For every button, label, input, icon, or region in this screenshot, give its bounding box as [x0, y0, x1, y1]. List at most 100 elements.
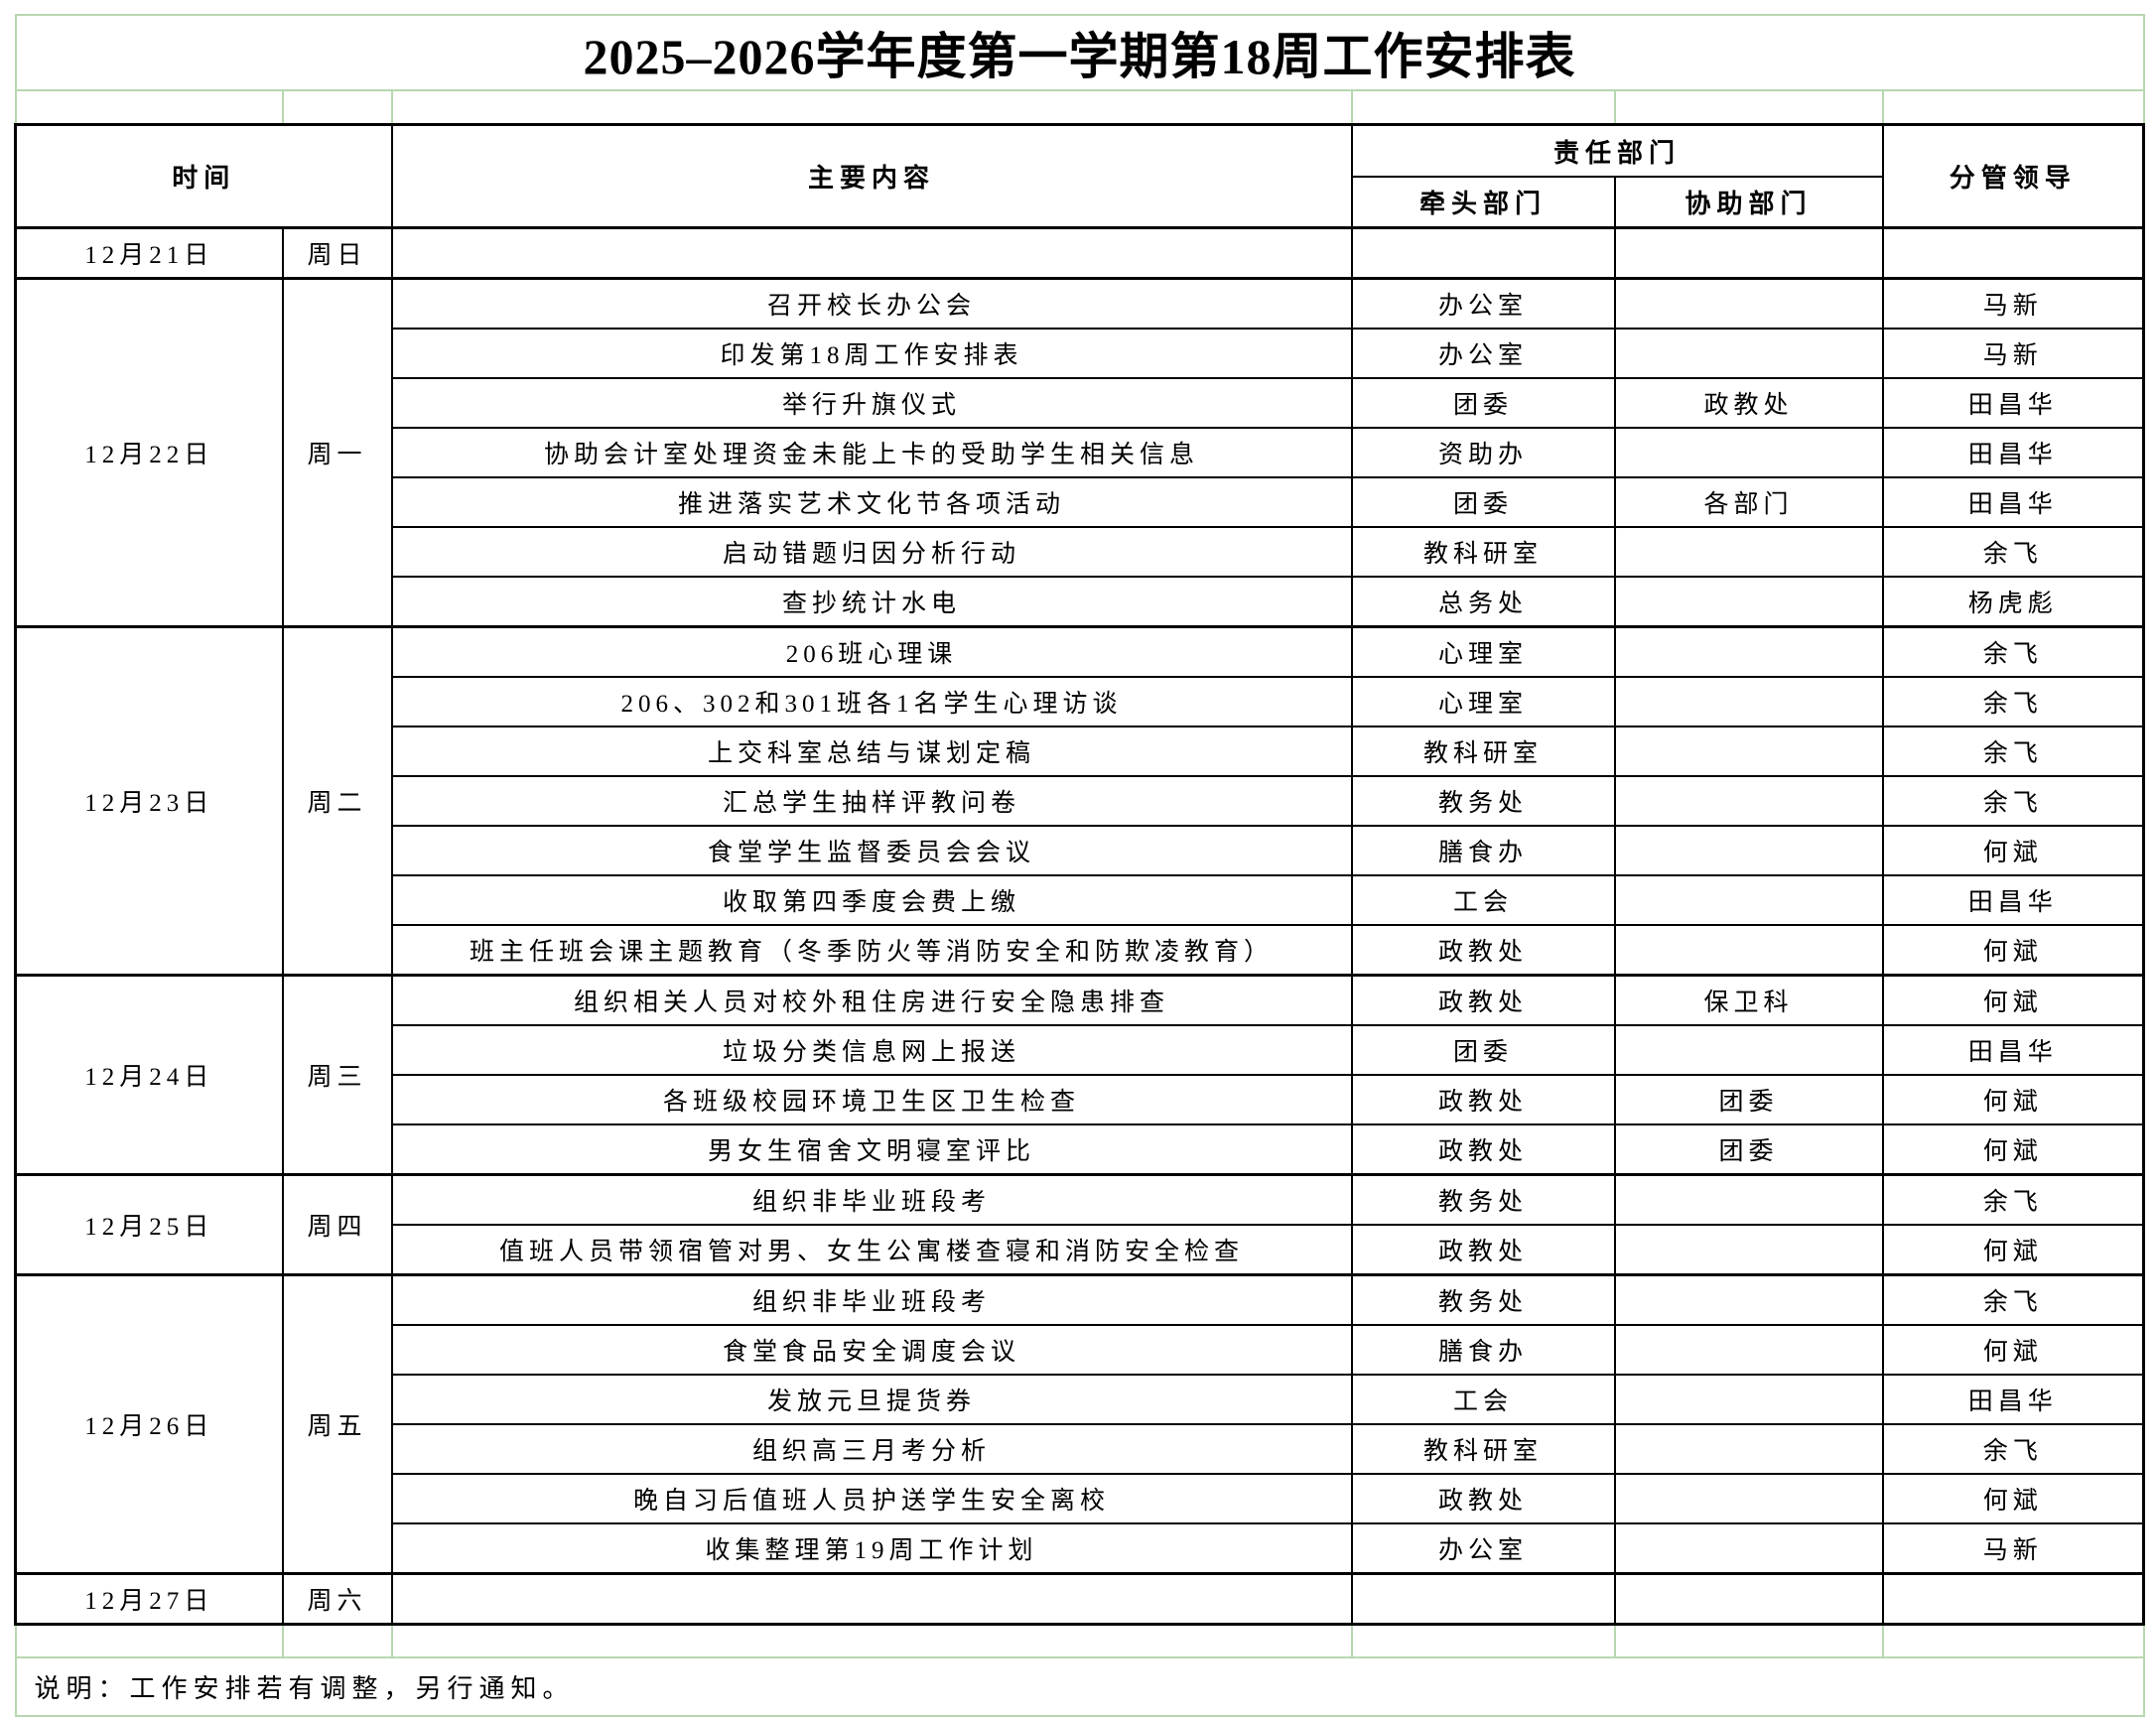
assist-dept-cell: [1613, 1024, 1884, 1076]
day-cell: 周二: [281, 625, 393, 977]
schedule-row: 12月27日 周六: [14, 1572, 2145, 1626]
date-cell: 12月25日: [14, 1173, 284, 1276]
task-content-cell: 组织非毕业班段考: [390, 1273, 1353, 1326]
task-content-cell: 206、302和301班各1名学生心理访谈: [390, 676, 1353, 727]
schedule-row: 收取第四季度会费上缴 工会 田昌华: [16, 874, 2145, 926]
assist-dept-cell: [1613, 1572, 1884, 1626]
schedule-row: 12月22日 周一 召开校长办公会 办公室 马新: [14, 277, 2145, 628]
schedule-row: 12月21日 周日: [14, 226, 2145, 280]
col-header-leader: 分管领导: [1881, 123, 2145, 229]
col-header-content: 主要内容: [390, 123, 1353, 229]
date-cell: 12月27日: [14, 1572, 284, 1626]
leader-cell: 马新: [1881, 1522, 2145, 1575]
task-content-cell: 晚自习后值班人员护送学生安全离校: [390, 1473, 1353, 1524]
task-content-cell: 班主任班会课主题教育（冬季防火等消防安全和防欺凌教育）: [390, 924, 1353, 977]
schedule-row: 各班级校园环境卫生区卫生检查 政教处 团委 何斌: [16, 1074, 2145, 1125]
assist-dept-cell: [1613, 328, 1884, 379]
schedule-row: 查抄统计水电 总务处 杨虎彪: [16, 576, 2145, 628]
lead-dept-cell: 教科研室: [1350, 526, 1616, 578]
task-content-cell: 上交科室总结与谋划定稿: [390, 726, 1353, 777]
task-content-cell: 发放元旦提货券: [390, 1374, 1353, 1425]
schedule-row: 晚自习后值班人员护送学生安全离校 政教处 何斌: [16, 1473, 2145, 1524]
lead-dept-cell: 心理室: [1350, 676, 1616, 727]
assist-dept-cell: [1613, 726, 1884, 777]
lead-dept-cell: 政教处: [1350, 1123, 1616, 1176]
leader-cell: 何斌: [1881, 825, 2145, 876]
task-content-cell: 协助会计室处理资金未能上卡的受助学生相关信息: [390, 427, 1353, 478]
lead-dept-cell: 办公室: [1350, 1522, 1616, 1575]
work-schedule-sheet: 2025–2026学年度第一学期第18周工作安排表 时间 主要内容 责任部门 分…: [14, 14, 2145, 1717]
leader-cell: 何斌: [1881, 1324, 2145, 1376]
col-header-time: 时间: [14, 123, 393, 229]
schedule-row: 印发第18周工作安排表 办公室 马新: [16, 328, 2145, 379]
leader-cell: 余飞: [1881, 676, 2145, 727]
assist-dept-cell: 保卫科: [1613, 974, 1884, 1026]
schedule-row: 值班人员带领宿管对男、女生公寓楼查寝和消防安全检查 政教处 何斌: [16, 1224, 2145, 1276]
task-content-cell: 举行升旗仪式: [390, 377, 1353, 429]
assist-dept-cell: 团委: [1613, 1074, 1884, 1125]
task-content-cell: 查抄统计水电: [390, 576, 1353, 628]
lead-dept-cell: 团委: [1350, 1024, 1616, 1076]
lead-dept-cell: 政教处: [1350, 1074, 1616, 1125]
leader-cell: 余飞: [1881, 775, 2145, 827]
assist-dept-cell: [1613, 226, 1884, 280]
leader-cell: 何斌: [1881, 1224, 2145, 1276]
day-cell: 周一: [281, 277, 393, 628]
leader-cell: 余飞: [1881, 726, 2145, 777]
task-content-cell: 男女生宿舍文明寝室评比: [390, 1123, 1353, 1176]
task-content-cell: 各班级校园环境卫生区卫生检查: [390, 1074, 1353, 1125]
schedule-row: 食堂学生监督委员会会议 膳食办 何斌: [16, 825, 2145, 876]
schedule-row: 班主任班会课主题教育（冬季防火等消防安全和防欺凌教育） 政教处 何斌: [16, 924, 2145, 977]
task-content-cell: 推进落实艺术文化节各项活动: [390, 476, 1353, 528]
assist-dept-cell: [1613, 277, 1884, 330]
assist-dept-cell: [1613, 924, 1884, 977]
day-cell: 周五: [281, 1273, 393, 1575]
schedule-row: 食堂食品安全调度会议 膳食办 何斌: [16, 1324, 2145, 1376]
lead-dept-cell: 教务处: [1350, 1173, 1616, 1226]
lead-dept-cell: 办公室: [1350, 277, 1616, 330]
lead-dept-cell: 政教处: [1350, 924, 1616, 977]
day-cell: 周三: [281, 974, 393, 1176]
leader-cell: 田昌华: [1881, 874, 2145, 926]
leader-cell: 田昌华: [1881, 377, 2145, 429]
lead-dept-cell: [1350, 1572, 1616, 1626]
leader-cell: 杨虎彪: [1881, 576, 2145, 628]
grid-spacer-row: [14, 1624, 2145, 1657]
task-content-cell: 食堂食品安全调度会议: [390, 1324, 1353, 1376]
grid-spacer-cell: [281, 90, 393, 125]
lead-dept-cell: 教务处: [1350, 1273, 1616, 1326]
leader-cell: 余飞: [1881, 1273, 2145, 1326]
lead-dept-cell: 膳食办: [1350, 1324, 1616, 1376]
grid-spacer-cell: [1350, 1624, 1616, 1657]
task-content-cell: 206班心理课: [390, 625, 1353, 678]
lead-dept-cell: 办公室: [1350, 328, 1616, 379]
grid-spacer-cell: [1350, 90, 1616, 125]
lead-dept-cell: 总务处: [1350, 576, 1616, 628]
lead-dept-cell: 政教处: [1350, 1473, 1616, 1524]
lead-dept-cell: 心理室: [1350, 625, 1616, 678]
schedule-row: 组织高三月考分析 教科研室 余飞: [16, 1423, 2145, 1475]
assist-dept-cell: [1613, 1273, 1884, 1326]
title-row: 2025–2026学年度第一学期第18周工作安排表: [14, 14, 2145, 91]
schedule-row: 上交科室总结与谋划定稿 教科研室 余飞: [16, 726, 2145, 777]
assist-dept-cell: [1613, 676, 1884, 727]
leader-cell: 余飞: [1881, 1423, 2145, 1475]
table-bottom-section: 说明：工作安排若有调整，另行通知。: [14, 1624, 2145, 1717]
table-top-section: 2025–2026学年度第一学期第18周工作安排表 时间 主要内容 责任部门 分…: [14, 14, 2145, 229]
col-header-assist-dept: 协助部门: [1613, 176, 1884, 229]
footer-note-row: 说明：工作安排若有调整，另行通知。: [14, 1656, 2145, 1717]
assist-dept-cell: 团委: [1613, 1123, 1884, 1176]
assist-dept-cell: [1613, 427, 1884, 478]
schedule-row: 启动错题归因分析行动 教科研室 余飞: [16, 526, 2145, 578]
assist-dept-cell: [1613, 1173, 1884, 1226]
date-cell: 12月26日: [14, 1273, 284, 1575]
assist-dept-cell: 各部门: [1613, 476, 1884, 528]
lead-dept-cell: 膳食办: [1350, 825, 1616, 876]
assist-dept-cell: 政教处: [1613, 377, 1884, 429]
leader-cell: 何斌: [1881, 1123, 2145, 1176]
lead-dept-cell: 教科研室: [1350, 726, 1616, 777]
col-header-lead-dept: 牵头部门: [1350, 176, 1616, 229]
leader-cell: 余飞: [1881, 1173, 2145, 1226]
leader-cell: 田昌华: [1881, 427, 2145, 478]
leader-cell: 田昌华: [1881, 1024, 2145, 1076]
